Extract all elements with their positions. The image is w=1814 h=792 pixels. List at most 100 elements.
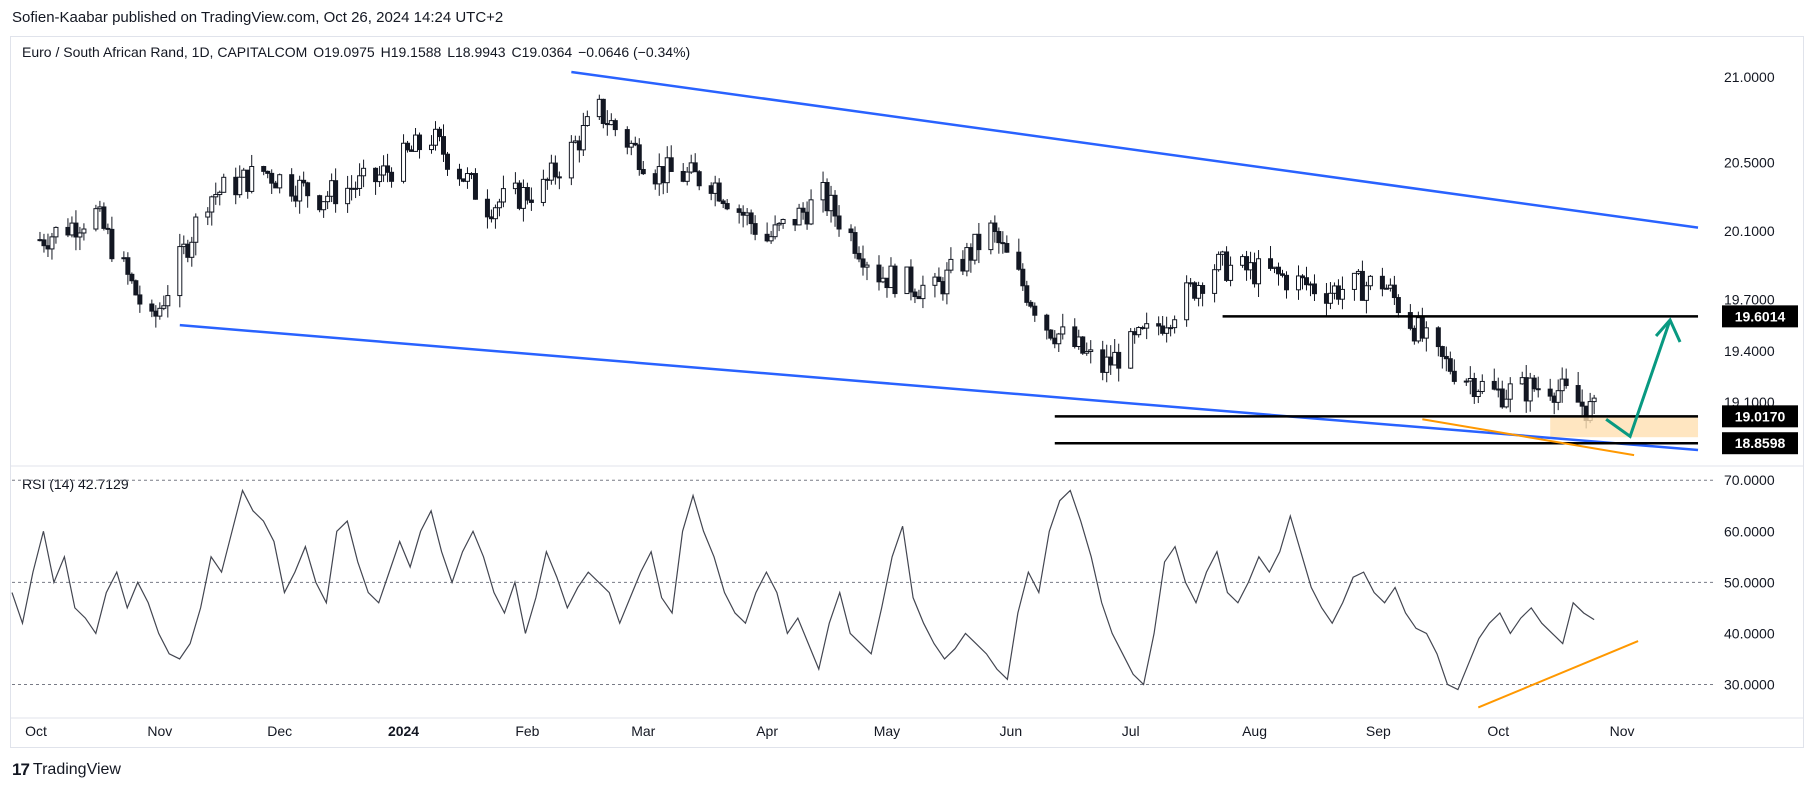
candle-up: [1144, 323, 1150, 329]
candle-up: [321, 201, 327, 211]
candle-up: [596, 98, 602, 118]
candle-down: [373, 167, 379, 183]
change-value: −0.0646 (−0.34%): [578, 44, 691, 60]
candle-down: [1359, 270, 1365, 301]
candle-up: [972, 233, 978, 261]
candle-down: [105, 227, 111, 230]
footer-brand[interactable]: TradingView: [32, 761, 121, 778]
candle-down: [996, 231, 1002, 244]
time-tick-label: Mar: [631, 723, 655, 739]
candle-down: [576, 140, 582, 151]
rsi-line: [11, 488, 1595, 691]
candle-up: [401, 142, 407, 182]
candle-down: [1132, 331, 1138, 336]
candle-up: [780, 218, 786, 224]
candle-up: [744, 212, 750, 216]
candle-down: [640, 168, 646, 175]
candle-down: [556, 176, 562, 179]
candle-down: [137, 294, 143, 305]
candle-down: [1052, 337, 1058, 345]
candle-down: [1439, 346, 1445, 357]
candle-up: [1256, 258, 1262, 285]
candle-up: [77, 232, 83, 238]
candle-down: [333, 180, 339, 205]
candle-down: [305, 182, 311, 197]
candle-up: [121, 257, 127, 260]
candle-down: [444, 153, 450, 170]
candle-up: [1495, 388, 1501, 391]
candle-down: [696, 171, 702, 187]
candle-down: [409, 149, 415, 152]
candle-up: [684, 171, 690, 182]
candle-down: [1100, 349, 1106, 373]
time-tick-label: Nov: [1610, 723, 1635, 739]
candle-up: [181, 243, 187, 248]
candle-up: [1463, 380, 1469, 383]
candle-down: [289, 174, 295, 197]
candle-up: [1467, 377, 1473, 382]
candle-down: [385, 165, 391, 173]
candle-down: [804, 211, 810, 225]
time-tick-label: Dec: [267, 723, 292, 739]
candle-up: [1295, 275, 1301, 291]
time-tick-label: 2024: [388, 723, 419, 739]
candle-down: [389, 171, 395, 182]
candle-up: [1507, 383, 1513, 400]
candle-up: [1383, 287, 1389, 290]
candle-up: [53, 226, 59, 238]
candle-up: [464, 173, 470, 182]
candle-down: [668, 157, 674, 172]
time-tick-label: Oct: [1487, 723, 1509, 739]
candle-up: [205, 211, 211, 218]
candle-down: [720, 200, 726, 205]
candle-down: [1016, 251, 1022, 270]
open-value: O19.0975: [313, 44, 375, 60]
candle-down: [716, 182, 722, 202]
candle-down: [824, 182, 830, 212]
candle-down: [1451, 370, 1457, 382]
candle-down: [792, 218, 798, 226]
candle-up: [1307, 283, 1313, 286]
candle-up: [361, 167, 367, 177]
rsi-tick-label: 50.0000: [1724, 574, 1775, 590]
price-label-text: 19.6014: [1735, 308, 1786, 324]
candle-up: [520, 187, 526, 209]
candle-up: [189, 241, 195, 258]
candle-up: [1367, 275, 1373, 287]
candle-up: [213, 194, 219, 198]
candle-up: [656, 166, 662, 185]
candle-up: [209, 196, 215, 213]
candle-up: [864, 264, 870, 268]
candle-up: [1112, 351, 1118, 366]
candle-down: [185, 243, 191, 258]
candle-down: [484, 198, 490, 218]
candle-down: [353, 187, 359, 190]
candle-down: [1280, 273, 1286, 276]
candle-down: [968, 247, 974, 261]
time-tick-label: May: [874, 723, 900, 739]
price-divergence-line: [1422, 418, 1635, 457]
candle-up: [944, 269, 950, 295]
candle-up: [177, 246, 183, 297]
candle-down: [1268, 258, 1274, 269]
candle-down: [1160, 325, 1166, 334]
candle-down: [660, 166, 666, 184]
candle-down: [1563, 378, 1569, 387]
candle-up: [97, 206, 103, 210]
candle-down: [73, 222, 79, 238]
candle-up: [329, 180, 335, 197]
candle-down: [1531, 377, 1537, 390]
tradingview-logo-icon[interactable]: 17: [12, 760, 30, 779]
symbol-name[interactable]: Euro / South African Rand, 1D, CAPITALCO…: [22, 44, 308, 60]
candle-down: [1000, 242, 1006, 245]
candle-down: [1551, 395, 1557, 403]
candle-down: [636, 144, 642, 170]
candle-up: [81, 228, 87, 234]
candle-down: [544, 178, 550, 181]
support-zone: [1550, 416, 1699, 438]
candle-down: [552, 162, 558, 178]
candle-up: [1056, 333, 1062, 345]
candle-up: [381, 165, 387, 176]
candle-down: [265, 170, 271, 174]
